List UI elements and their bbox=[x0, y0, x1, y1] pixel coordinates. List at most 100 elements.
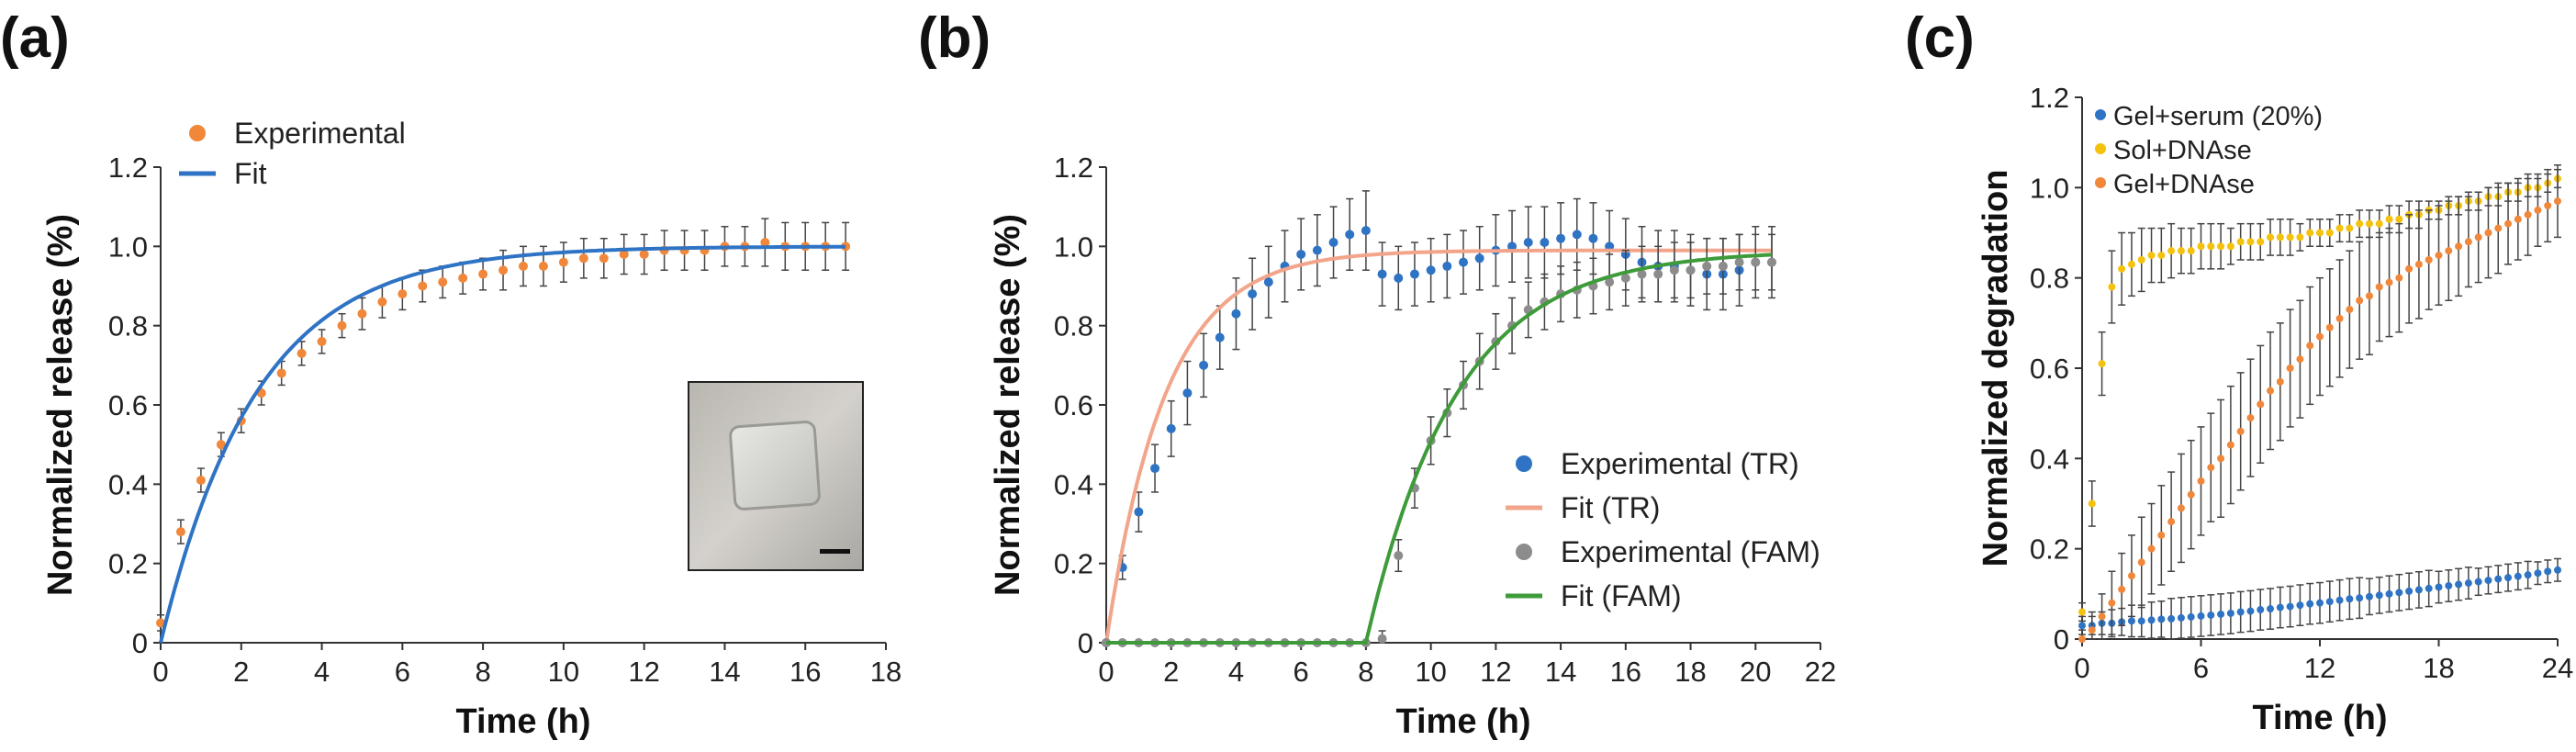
data-point-sol-dnase bbox=[2276, 233, 2284, 241]
data-point-experimental-tr bbox=[1248, 289, 1258, 299]
data-point-experimental-tr bbox=[1150, 464, 1160, 474]
data-point-gel-serum-20 bbox=[2316, 599, 2324, 607]
data-point-experimental-tr bbox=[1474, 253, 1484, 264]
data-point-gel-serum-20 bbox=[2385, 589, 2393, 598]
data-point-gel-dnase bbox=[2098, 612, 2106, 621]
x-tick-label: 18 bbox=[870, 656, 902, 688]
data-point-experimental bbox=[558, 257, 568, 267]
data-point-gel-serum-20 bbox=[2286, 602, 2294, 611]
fit-line-fit-fam bbox=[1106, 253, 1773, 645]
y-tick-label: 0 bbox=[2054, 623, 2069, 656]
data-point-experimental-tr bbox=[1588, 233, 1598, 243]
y-tick-label: 0.8 bbox=[108, 310, 148, 342]
legend-entry-label: Sol+DNAse bbox=[2113, 136, 2252, 165]
data-point-gel-dnase bbox=[2108, 599, 2116, 607]
hydrogel-square bbox=[729, 421, 821, 511]
data-point-gel-dnase bbox=[2365, 292, 2373, 300]
y-tick-label: 0.6 bbox=[108, 389, 148, 421]
data-point-experimental-tr bbox=[1507, 241, 1518, 252]
data-point-experimental-tr bbox=[1312, 245, 1322, 255]
data-point-experimental-tr bbox=[1215, 332, 1225, 342]
data-point-gel-serum-20 bbox=[2187, 612, 2195, 621]
data-point-experimental bbox=[478, 269, 488, 279]
data-point-experimental-tr bbox=[1409, 269, 1419, 279]
data-point-experimental-fam bbox=[1377, 634, 1387, 644]
panel-b: (b) 0 0.2 0.4 0.6 0.8 1.0 1.2 0 2 4 6 8 10 12 14 16 18 20 2… bbox=[918, 6, 1836, 741]
x-tick-label: 6 bbox=[1294, 656, 1309, 688]
x-tick-label: 16 bbox=[1610, 656, 1641, 688]
data-point-experimental-tr bbox=[1459, 257, 1468, 267]
data-point-sol-dnase bbox=[2137, 256, 2145, 264]
data-point-gel-dnase bbox=[2316, 332, 2324, 341]
data-point-sol-dnase bbox=[2306, 229, 2314, 237]
data-point-experimental bbox=[599, 253, 609, 264]
panel-label: (c) bbox=[1905, 6, 1975, 70]
x-tick-label: 0 bbox=[152, 656, 168, 688]
data-point-sol-dnase bbox=[2296, 233, 2304, 241]
x-tick-label: 20 bbox=[1740, 656, 1771, 688]
data-point-gel-dnase bbox=[2544, 202, 2552, 209]
data-point-gel-dnase bbox=[2257, 400, 2265, 409]
data-point-gel-serum-20 bbox=[2197, 612, 2205, 620]
data-point-gel-serum-20 bbox=[2296, 601, 2304, 610]
data-point-gel-dnase bbox=[2554, 197, 2561, 206]
data-point-gel-serum-20 bbox=[2177, 613, 2185, 622]
legend-entry-label: Experimental (FAM) bbox=[1561, 535, 1820, 568]
data-point-gel-serum-20 bbox=[2395, 589, 2403, 597]
data-point-gel-serum-20 bbox=[2325, 598, 2334, 606]
y-tick-label: 1.0 bbox=[1054, 230, 1093, 263]
data-point-experimental bbox=[357, 309, 367, 319]
data-point-gel-dnase bbox=[2335, 314, 2344, 322]
fit-line-fit-tr bbox=[1104, 248, 1772, 644]
data-point-gel-serum-20 bbox=[2217, 610, 2225, 618]
series-group bbox=[1102, 190, 1776, 647]
legend-swatch-marker bbox=[1516, 544, 1532, 560]
data-point-gel-dnase bbox=[2375, 283, 2383, 291]
data-point-sol-dnase bbox=[2207, 242, 2215, 251]
data-point-experimental-tr bbox=[1540, 238, 1550, 248]
y-tick-label: 0.4 bbox=[2030, 443, 2069, 475]
x-tick-label: 16 bbox=[790, 656, 821, 688]
data-point-experimental-tr bbox=[1377, 269, 1387, 279]
data-point-experimental bbox=[297, 348, 307, 358]
y-tick-label: 0.8 bbox=[2030, 263, 2069, 295]
data-point-gel-dnase bbox=[2306, 342, 2314, 350]
data-point-sol-dnase bbox=[2267, 233, 2275, 241]
data-point-sol-dnase bbox=[2127, 260, 2135, 268]
data-point-sol-dnase bbox=[2246, 238, 2255, 246]
data-point-gel-serum-20 bbox=[2455, 580, 2463, 589]
data-point-gel-serum-20 bbox=[2534, 569, 2542, 578]
data-point-gel-serum-20 bbox=[2484, 577, 2492, 585]
data-point-sol-dnase bbox=[2157, 252, 2166, 260]
x-tick-label: 14 bbox=[1545, 656, 1576, 688]
data-point-sol-dnase bbox=[2177, 247, 2185, 255]
x-tick-label: 8 bbox=[1358, 656, 1373, 688]
data-point-experimental-tr bbox=[1361, 226, 1371, 236]
data-point-gel-serum-20 bbox=[2405, 587, 2414, 595]
x-tick-label: 12 bbox=[1480, 656, 1511, 688]
data-point-gel-dnase bbox=[2504, 219, 2513, 228]
data-point-experimental-fam bbox=[1686, 265, 1696, 275]
data-point-sol-dnase bbox=[2316, 229, 2324, 237]
data-point-gel-dnase bbox=[2464, 238, 2472, 246]
data-point-sol-dnase bbox=[2375, 219, 2383, 228]
data-point-experimental bbox=[377, 297, 387, 307]
data-point-gel-dnase bbox=[2267, 387, 2275, 395]
x-tick-label: 22 bbox=[1805, 656, 1836, 688]
data-point-gel-serum-20 bbox=[2267, 605, 2275, 613]
y-tick-label: 0.6 bbox=[1054, 389, 1093, 421]
x-tick-label: 12 bbox=[2304, 652, 2335, 684]
data-point-experimental-fam bbox=[1669, 265, 1679, 275]
data-point-gel-dnase bbox=[2157, 531, 2166, 539]
data-point-gel-dnase bbox=[2414, 260, 2423, 268]
data-point-gel-serum-20 bbox=[2335, 596, 2344, 604]
data-point-gel-dnase bbox=[2524, 210, 2532, 219]
legend-entry-label: Gel+serum (20%) bbox=[2113, 102, 2323, 131]
legend: Gel+serum (20%) Sol+DNAse Gel+DNAse bbox=[2095, 102, 2323, 199]
data-point-experimental bbox=[498, 265, 509, 275]
x-axis-title: Time (h) bbox=[1395, 702, 1530, 741]
data-point-gel-dnase bbox=[2425, 256, 2433, 264]
data-point-experimental bbox=[398, 289, 408, 299]
y-tick-label: 1.2 bbox=[108, 152, 148, 184]
data-point-experimental bbox=[337, 320, 347, 331]
